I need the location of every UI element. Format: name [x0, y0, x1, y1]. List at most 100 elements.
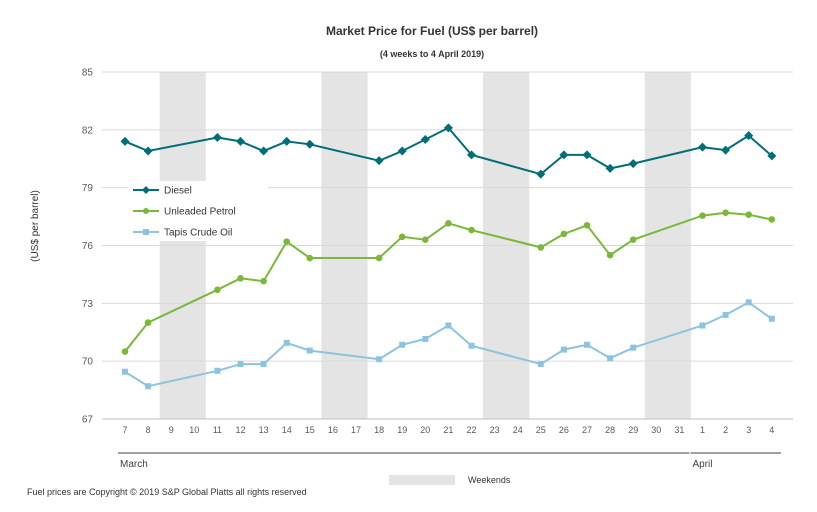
month-label: April	[693, 459, 713, 470]
x-tick-label: 11	[213, 425, 222, 435]
data-point	[745, 211, 752, 218]
y-tick-label: 67	[82, 415, 94, 426]
data-point	[420, 134, 430, 144]
data-point	[260, 361, 267, 368]
data-point	[559, 150, 569, 160]
x-tick-label: 22	[466, 425, 476, 435]
data-point	[722, 209, 729, 217]
data-point	[584, 341, 590, 348]
data-point	[143, 146, 153, 156]
x-tick-label: 27	[582, 425, 592, 435]
data-point	[630, 344, 637, 351]
y-axis-label: (US$ per barrel)	[30, 190, 41, 262]
data-point	[283, 339, 290, 346]
data-point	[236, 136, 245, 146]
weekends-key-swatch	[389, 475, 455, 485]
data-point	[374, 156, 384, 166]
x-axis: 7 8 9 10 11 12 13 14 15 16 17 18 19 20 21 22 23 24 25 26 27 2…	[118, 425, 781, 470]
data-point	[468, 226, 475, 234]
data-point	[699, 322, 706, 329]
data-point	[699, 212, 706, 219]
data-point	[445, 322, 452, 329]
data-point	[606, 251, 614, 259]
x-tick-label: 20	[420, 425, 430, 435]
data-point	[607, 355, 614, 362]
x-tick-label: 10	[189, 425, 199, 435]
data-point	[629, 236, 637, 244]
x-tick-label: 26	[559, 425, 569, 435]
data-point	[560, 346, 567, 353]
y-tick-label: 82	[82, 125, 94, 136]
data-point	[237, 361, 244, 368]
data-point	[628, 159, 638, 169]
data-point	[212, 133, 222, 143]
data-point	[536, 169, 546, 179]
x-tick-label: 18	[374, 425, 384, 435]
x-tick-label: 30	[651, 425, 661, 435]
data-point	[698, 142, 707, 152]
x-tick-label: 13	[259, 425, 269, 435]
y-tick-label: 73	[82, 299, 94, 310]
data-point	[443, 123, 453, 133]
data-point	[422, 335, 429, 342]
x-tick-label: 16	[328, 425, 338, 435]
data-point	[560, 230, 568, 238]
x-tick-label: 17	[351, 425, 361, 435]
weekends-key-label: Weekends	[468, 475, 511, 485]
chart-subtitle: (4 weeks to 4 April 2019)	[380, 49, 484, 59]
data-point	[768, 315, 775, 322]
data-point	[214, 367, 221, 374]
data-point	[537, 244, 545, 251]
legend-marker	[143, 208, 149, 214]
data-point	[121, 348, 129, 355]
x-tick-label: 31	[674, 425, 684, 435]
x-tick-label: 2	[723, 425, 728, 435]
data-point	[306, 254, 314, 262]
legend-label: Tapis Crude Oil	[164, 228, 232, 239]
data-point	[144, 319, 152, 326]
x-tick-label: 15	[305, 425, 315, 435]
x-tick-label: 12	[235, 425, 245, 435]
data-point	[120, 136, 130, 146]
data-point	[767, 151, 777, 161]
data-point	[422, 236, 429, 244]
x-tick-label: 14	[282, 425, 292, 435]
data-point	[445, 220, 452, 227]
data-point	[768, 216, 776, 223]
x-tick-label: 24	[513, 425, 523, 435]
x-tick-label: 8	[146, 425, 151, 435]
x-tick-label: 3	[746, 425, 751, 435]
data-point	[605, 163, 615, 173]
x-tick-label: 28	[605, 425, 615, 435]
data-point	[145, 383, 152, 390]
y-tick-label: 85	[82, 68, 94, 79]
data-point	[721, 145, 731, 155]
y-tick-label: 76	[82, 241, 94, 252]
copyright-note: Fuel prices are Copyright © 2019 S&P Glo…	[27, 487, 307, 497]
data-point	[237, 274, 244, 282]
data-point	[397, 146, 407, 156]
x-tick-label: 7	[122, 425, 127, 435]
series-lines	[120, 123, 777, 390]
data-point	[583, 221, 591, 229]
data-point	[376, 356, 383, 363]
data-point	[744, 131, 754, 141]
data-point	[468, 342, 475, 349]
data-point	[398, 233, 406, 241]
x-tick-label: 21	[443, 425, 453, 435]
legend: Diesel Unleaded Petrol Tapis Crude Oil	[128, 181, 268, 241]
data-point	[582, 150, 592, 160]
data-point	[399, 341, 406, 348]
x-tick-label: 9	[169, 425, 174, 435]
data-point	[306, 347, 313, 354]
data-point	[260, 277, 267, 285]
x-tick-label: 4	[769, 425, 774, 435]
y-axis: 67 70 73 76 79 82 85	[82, 68, 94, 426]
data-point	[214, 286, 221, 294]
data-point	[537, 361, 544, 368]
data-point	[745, 299, 752, 306]
chart-title: Market Price for Fuel (US$ per barrel)	[326, 24, 538, 38]
x-tick-label: 29	[628, 425, 638, 435]
data-point	[283, 238, 291, 245]
